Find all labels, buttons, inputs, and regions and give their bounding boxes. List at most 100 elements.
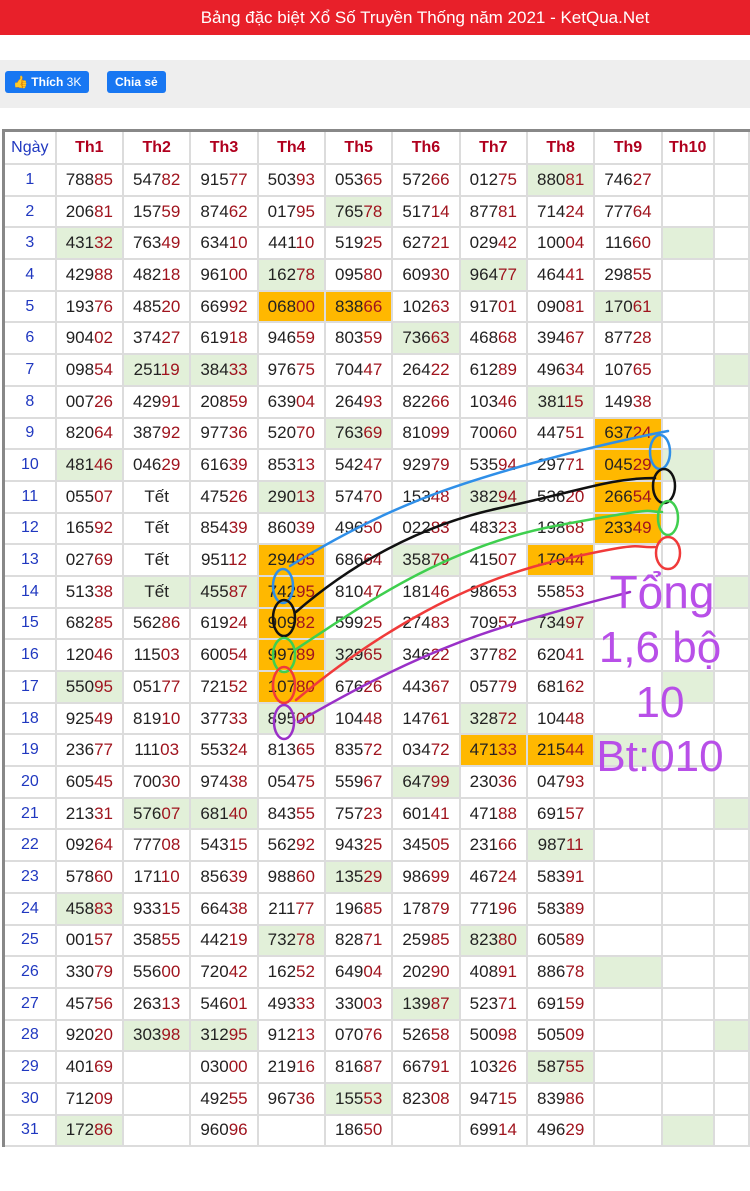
result-head-digits: 053	[335, 169, 364, 189]
column-header-month[interactable]	[712, 129, 750, 165]
result-cell: 54782	[121, 163, 192, 197]
result-cell: 52371	[458, 986, 528, 1021]
empty-cell	[660, 860, 715, 894]
result-cell: 05507	[54, 479, 125, 514]
result-tail-digits: 36	[228, 423, 248, 443]
result-head-digits: 583	[536, 898, 566, 918]
result-head-digits: 120	[65, 645, 95, 665]
result-tail-digits: 22	[430, 359, 450, 379]
day-number: 31	[2, 1113, 57, 1148]
result-cell: 26422	[391, 353, 461, 387]
result-head-digits: 920	[65, 1025, 95, 1045]
result-cell: 40169	[54, 1050, 125, 1084]
thumbs-up-icon: 👍	[13, 75, 28, 89]
result-head-digits: 933	[133, 898, 162, 918]
result-tail-digits: 77	[295, 898, 315, 918]
result-cell: 01275	[458, 163, 528, 197]
result-tail-digits: 80	[498, 930, 517, 950]
result-head-digits: 987	[537, 835, 566, 855]
result-head-digits: 178	[402, 898, 431, 918]
result-tail-digits: 64	[94, 423, 113, 443]
empty-cell	[660, 479, 715, 514]
result-cell: 19868	[525, 511, 596, 546]
result-head-digits: 415	[469, 550, 499, 570]
result-cell: 05365	[323, 163, 394, 197]
empty-cell	[660, 923, 715, 958]
column-header-month[interactable]: Th6	[391, 129, 461, 165]
result-head-digits: 605	[536, 930, 566, 950]
column-header-month[interactable]: Th5	[323, 129, 394, 165]
result-tail-digits: 79	[498, 676, 517, 696]
result-head-digits: 600	[200, 645, 229, 665]
result-head-digits: 496	[335, 518, 364, 538]
result-tail-digits: 82	[296, 613, 315, 633]
result-tail-digits: 18	[161, 264, 181, 284]
result-tail-digits: 71	[565, 455, 585, 475]
column-header-month[interactable]: Th2	[121, 129, 192, 165]
result-tail-digits: 55	[632, 264, 652, 284]
column-header-day[interactable]: Ngày	[2, 129, 57, 165]
share-button[interactable]: Chia sẻ	[107, 71, 166, 93]
result-head-digits: 542	[335, 455, 364, 475]
result-head-digits: 070	[335, 1025, 364, 1045]
result-cell: 03472	[391, 733, 461, 768]
column-header-month[interactable]: Th7	[458, 129, 528, 165]
result-tail-digits: 55	[161, 930, 181, 950]
result-head-digits: 686	[335, 550, 364, 570]
annotation-line-1: Tổng	[610, 566, 715, 618]
result-tail-digits: 95	[296, 201, 315, 221]
result-cell: 81365	[256, 733, 326, 768]
result-cell: 47133	[458, 733, 528, 768]
result-tail-digits: 29	[565, 1120, 585, 1140]
day-number: 22	[2, 828, 57, 863]
empty-cell	[660, 416, 715, 451]
result-cell: 21916	[256, 1050, 326, 1084]
result-cell: 44219	[189, 923, 259, 958]
result-cell: 96736	[256, 1081, 326, 1116]
result-tail-digits: 05	[430, 835, 450, 855]
result-tail-digits: 83	[94, 898, 113, 918]
result-cell: 77764	[593, 194, 663, 229]
result-cell: 38792	[121, 416, 192, 451]
column-header-month[interactable]: Th9	[593, 129, 663, 165]
table-row: 10 48146 04629 61639 85313 54247 92979 53594 297…	[2, 448, 750, 482]
result-tail-digits: 10	[295, 233, 315, 253]
result-tail-digits: 69	[94, 1057, 113, 1077]
empty-cell	[391, 1113, 461, 1148]
result-cell: 26313	[121, 986, 192, 1021]
empty-cell	[712, 955, 750, 989]
column-header-month[interactable]: Th1	[54, 129, 125, 165]
result-tail-digits: 54	[228, 645, 248, 665]
result-tail-digits: 61	[632, 296, 652, 316]
result-head-digits: 139	[402, 993, 431, 1013]
result-tail-digits: 64	[94, 835, 113, 855]
empty-cell	[712, 384, 750, 419]
result-tail-digits: 16	[296, 1057, 315, 1077]
result-tail-digits: 93	[565, 771, 585, 791]
result-cell: 93315	[121, 891, 192, 926]
result-head-digits: 358	[402, 550, 431, 570]
empty-cell	[660, 384, 715, 419]
result-head-digits: 211	[268, 898, 296, 918]
result-head-digits: 943	[335, 835, 364, 855]
result-cell: 04629	[121, 448, 192, 482]
column-header-month[interactable]: Th3	[189, 129, 259, 165]
result-tail-digits: 79	[430, 898, 450, 918]
result-head-digits: 880	[536, 169, 566, 189]
result-cell: 61639	[189, 448, 259, 482]
result-tail-digits: 13	[296, 486, 315, 506]
result-tail-digits: 30	[161, 771, 181, 791]
result-head-digits: 447	[536, 423, 566, 443]
column-header-month[interactable]: Th4	[256, 129, 326, 165]
empty-cell	[712, 1081, 750, 1116]
like-button[interactable]: 👍 Thích 3K	[5, 71, 90, 93]
result-cell: 17110	[121, 860, 192, 894]
result-head-digits: 712	[65, 1088, 95, 1108]
column-header-month[interactable]: Th8	[525, 129, 596, 165]
result-tail-digits: 34	[565, 359, 585, 379]
result-head-digits: 442	[200, 930, 229, 950]
result-tail-digits: 23	[498, 518, 517, 538]
day-number: 28	[2, 1018, 57, 1053]
day-number: 25	[2, 923, 57, 958]
column-header-month[interactable]: Th10	[660, 129, 715, 165]
